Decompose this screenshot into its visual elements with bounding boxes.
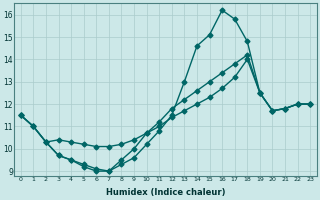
X-axis label: Humidex (Indice chaleur): Humidex (Indice chaleur) bbox=[106, 188, 225, 197]
